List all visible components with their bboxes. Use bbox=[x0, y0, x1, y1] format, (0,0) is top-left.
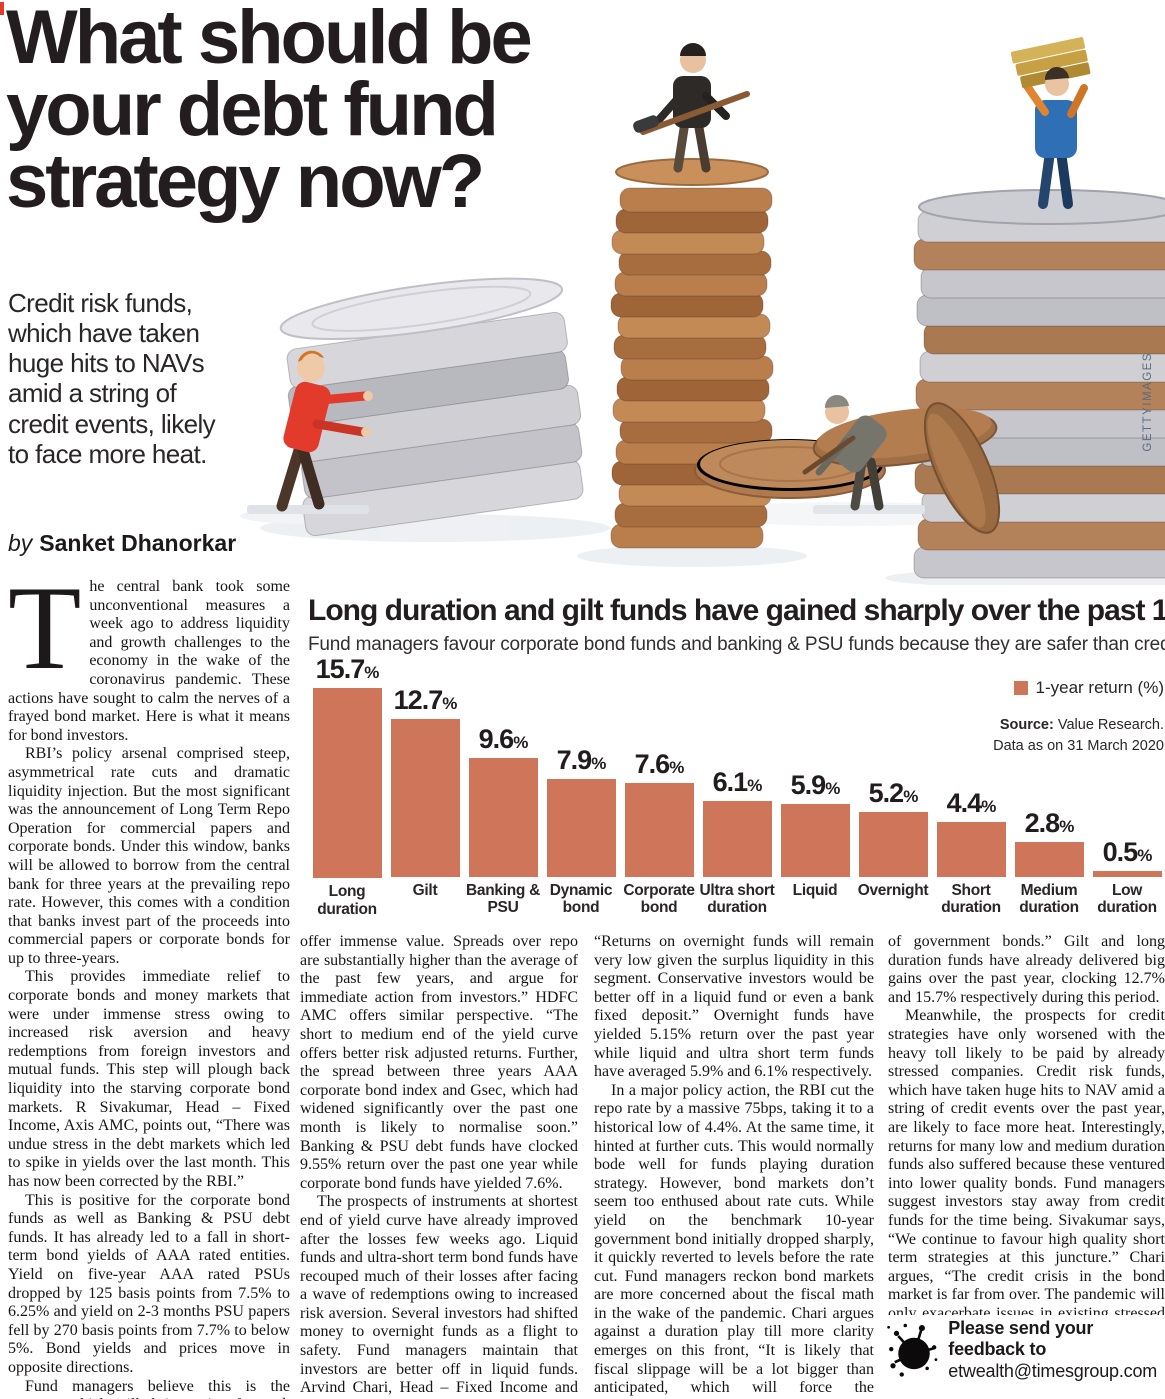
headline-line-2: your debt fund bbox=[6, 67, 499, 153]
bar-value-label: 5.2% bbox=[868, 778, 919, 808]
paragraph: This provides immediate relief to corpor… bbox=[8, 968, 290, 1190]
bar-slot: 7.6% Corporate bond bbox=[620, 654, 698, 928]
bar-value-label: 6.1% bbox=[712, 767, 763, 797]
bar-slot: 15.7% Long duration bbox=[308, 654, 386, 928]
bar-banking-psu bbox=[468, 758, 538, 877]
silver-top-coin bbox=[279, 277, 564, 340]
source-label: Source: bbox=[999, 717, 1054, 733]
headline-line-1: What should be bbox=[6, 0, 533, 80]
bar-category-label: Medium duration bbox=[1019, 882, 1079, 917]
bar-category-label: Gilt bbox=[412, 882, 438, 899]
bar-slot: 9.6% Banking & PSU bbox=[464, 654, 542, 928]
bar-overnight bbox=[858, 812, 928, 877]
bar-value-label: 0.5% bbox=[1102, 837, 1153, 867]
feedback-email[interactable]: etwealth@timesgroup.com bbox=[948, 1360, 1158, 1381]
paragraph: “Returns on overnight funds will remain … bbox=[594, 933, 874, 1081]
legend-label: 1-year return (%) bbox=[1035, 678, 1164, 697]
bar-value-label: 15.7% bbox=[315, 654, 380, 684]
bar-gilt bbox=[390, 719, 460, 877]
bar-slot: 7.9% Dynamic bond bbox=[542, 654, 620, 928]
bar-category-label: Low duration bbox=[1097, 882, 1157, 917]
bar-value-label: 9.6% bbox=[478, 724, 529, 754]
bar-dynamic-bond bbox=[546, 779, 616, 877]
paragraph: This is positive for the corporate bond … bbox=[8, 1191, 290, 1376]
source-value: Value Research. bbox=[1053, 717, 1164, 733]
bar-category-label: Long duration bbox=[317, 883, 377, 918]
bar-slot: 0.5% Low duration bbox=[1088, 654, 1165, 928]
headline-line-3: strategy now? bbox=[6, 139, 485, 225]
paragraph: offer immense value. Spreads over repo a… bbox=[300, 933, 578, 1192]
feedback-text: Please send your feedback to etwealth@ti… bbox=[948, 1318, 1165, 1383]
chart-legend: 1-year return (%) bbox=[1013, 678, 1164, 698]
bar-slot: 6.1% Ultra short duration bbox=[698, 654, 776, 928]
bar-slot: 5.9% Liquid bbox=[776, 654, 854, 928]
bar-ultra-short-duration bbox=[702, 801, 772, 877]
paragraph: RBI’s policy arsenal comprised steep, as… bbox=[8, 745, 290, 967]
bar-category-label: Dynamic bond bbox=[549, 882, 613, 917]
legend-swatch-icon bbox=[1013, 681, 1028, 695]
paragraph: In a major policy action, the RBI cut th… bbox=[594, 1081, 874, 1399]
photo-credit: GETTYIMAGES bbox=[1142, 352, 1154, 452]
bar-category-label: Overnight bbox=[857, 882, 929, 899]
source-date: Data as on 31 March 2020 bbox=[993, 738, 1164, 755]
bar-category-label: Ultra short duration bbox=[699, 882, 775, 917]
ink-splat-icon bbox=[887, 1323, 938, 1377]
bar-value-label: 7.6% bbox=[634, 749, 685, 779]
bar-category-label: Banking & PSU bbox=[466, 882, 540, 917]
bar-slot: 4.4% Short duration bbox=[932, 654, 1010, 928]
bar-slot: 2.8% Medium duration bbox=[1010, 654, 1088, 928]
byline-prefix: by bbox=[8, 530, 33, 556]
paragraph: The prospects of instruments at shortest… bbox=[300, 1193, 578, 1399]
article-column-3: “Returns on overnight funds will remain … bbox=[594, 933, 874, 1399]
bar-category-label: Liquid bbox=[792, 882, 838, 899]
feedback-box: Please send your feedback to etwealth@ti… bbox=[886, 1316, 1165, 1384]
feedback-line: Please send your feedback to bbox=[948, 1317, 1094, 1360]
bar-value-label: 12.7% bbox=[393, 685, 458, 715]
headline: What should be your debt fund strategy now… bbox=[6, 0, 626, 220]
drop-cap: T bbox=[8, 578, 82, 694]
bar-liquid bbox=[780, 804, 850, 877]
coins-photo bbox=[240, 37, 1165, 585]
bar-value-label: 5.9% bbox=[790, 770, 841, 800]
paragraph: of government bonds.” Gilt and long dura… bbox=[888, 933, 1165, 1006]
gray-figure bbox=[802, 394, 925, 514]
standfirst: Credit risk funds, which have taken huge… bbox=[8, 288, 216, 469]
chart-source: Source: Value Research. Data as on 31 Ma… bbox=[993, 715, 1164, 757]
lead-text: he central bank took some unconventional… bbox=[8, 578, 290, 744]
bar-value-label: 4.4% bbox=[946, 788, 997, 818]
bar-slot: 5.2% Overnight bbox=[854, 654, 932, 928]
bar-chart: 15.7% Long duration 12.7% Gilt 9.6% Banking & P… bbox=[308, 654, 1165, 928]
miner-figure bbox=[633, 43, 750, 173]
chart-title: Long duration and gilt funds have gained… bbox=[308, 594, 1165, 627]
byline-name: Sanket Dhanorkar bbox=[39, 530, 237, 556]
returns-chart: Long duration and gilt funds have gained… bbox=[308, 594, 1165, 928]
bar-category-label: Corporate bond bbox=[623, 882, 695, 917]
right-coin-stack bbox=[913, 210, 1165, 579]
corner-mark bbox=[0, 2, 4, 15]
paragraph: Meanwhile, the prospects for credit stra… bbox=[888, 1007, 1165, 1315]
paragraph: Fund managers believe this is the segmen… bbox=[8, 1377, 290, 1399]
chart-subtitle: Fund managers favour corporate bond fund… bbox=[308, 634, 1165, 655]
bar-long-duration bbox=[312, 688, 382, 879]
article-column-2: offer immense value. Spreads over repo a… bbox=[300, 933, 578, 1399]
bar-slot: 12.7% Gilt bbox=[386, 654, 464, 928]
bar-short-duration bbox=[936, 822, 1006, 877]
column-1-paragraphs: RBI’s policy arsenal comprised steep, as… bbox=[8, 745, 290, 1399]
silver-coin-stack bbox=[286, 311, 584, 537]
bar-value-label: 7.9% bbox=[556, 745, 607, 775]
bar-low-duration bbox=[1092, 871, 1162, 877]
byline: by Sanket Dhanorkar bbox=[8, 530, 236, 557]
blue-figure bbox=[1010, 37, 1091, 209]
copper-top-coin bbox=[615, 158, 769, 186]
article-column-4: of government bonds.” Gilt and long dura… bbox=[888, 933, 1165, 1315]
bar-medium-duration bbox=[1014, 842, 1084, 877]
bar-value-label: 2.8% bbox=[1024, 808, 1075, 838]
bar-corporate-bond bbox=[624, 783, 694, 877]
red-figure bbox=[247, 350, 373, 514]
bar-category-label: Short duration bbox=[941, 882, 1001, 917]
